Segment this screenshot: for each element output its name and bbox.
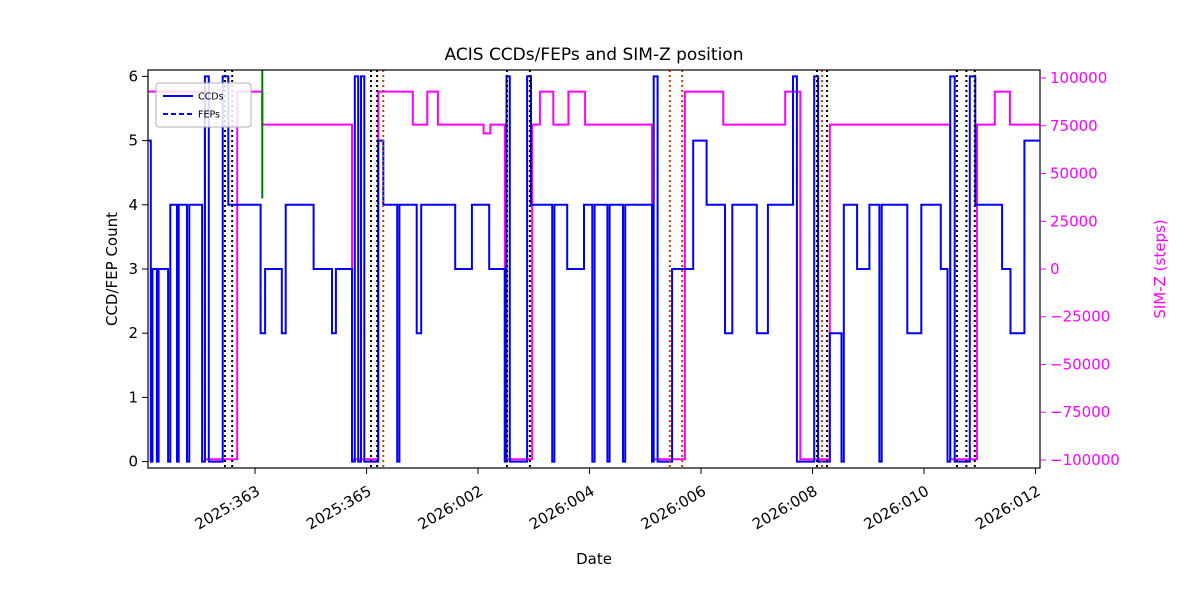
x-tick-label: 2026:006 — [638, 482, 709, 534]
y-tick-label-left: 5 — [128, 132, 138, 150]
y-tick-label-right: −25000 — [1050, 308, 1110, 326]
legend-box — [155, 82, 252, 128]
x-tick-label: 2026:008 — [749, 482, 820, 534]
x-tick-label: 2026:012 — [972, 482, 1043, 534]
x-tick-label: 2026:010 — [861, 482, 932, 534]
chart-title: ACIS CCDs/FEPs and SIM-Z position — [444, 45, 744, 65]
y-tick-label-right: −50000 — [1050, 355, 1110, 373]
legend-label-ccds: CCDs — [198, 92, 224, 103]
y-axis-label-left: CCD/FEP Count — [103, 211, 121, 327]
y-tick-label-left: 2 — [128, 324, 138, 342]
x-axis-label: Date — [576, 550, 612, 568]
y-tick-label-left: 1 — [128, 388, 138, 406]
x-tick-label: 2025:365 — [303, 482, 374, 534]
y-tick-label-right: 0 — [1050, 260, 1060, 278]
y-tick-label-right: 25000 — [1050, 212, 1098, 230]
feps-line — [148, 75, 1040, 463]
y-tick-label-right: 75000 — [1050, 117, 1098, 135]
y-tick-label-right: 100000 — [1050, 69, 1107, 87]
y-tick-label-right: 50000 — [1050, 165, 1098, 183]
x-tick-label: 2026:004 — [526, 482, 597, 534]
y-tick-label-left: 4 — [128, 196, 138, 214]
y-tick-label-right: −75000 — [1050, 403, 1110, 421]
y-axis-label-right: SIM-Z (steps) — [1151, 219, 1169, 319]
x-tick-label: 2026:002 — [415, 482, 486, 534]
simz-line — [148, 90, 1040, 461]
y-tick-label-left: 0 — [128, 453, 138, 471]
legend-label-feps: FEPs — [198, 110, 220, 121]
x-tick-label: 2025:363 — [192, 482, 263, 534]
y-tick-label-left: 6 — [128, 67, 138, 85]
y-tick-label-right: −100000 — [1050, 451, 1120, 469]
y-tick-label-left: 3 — [128, 260, 138, 278]
